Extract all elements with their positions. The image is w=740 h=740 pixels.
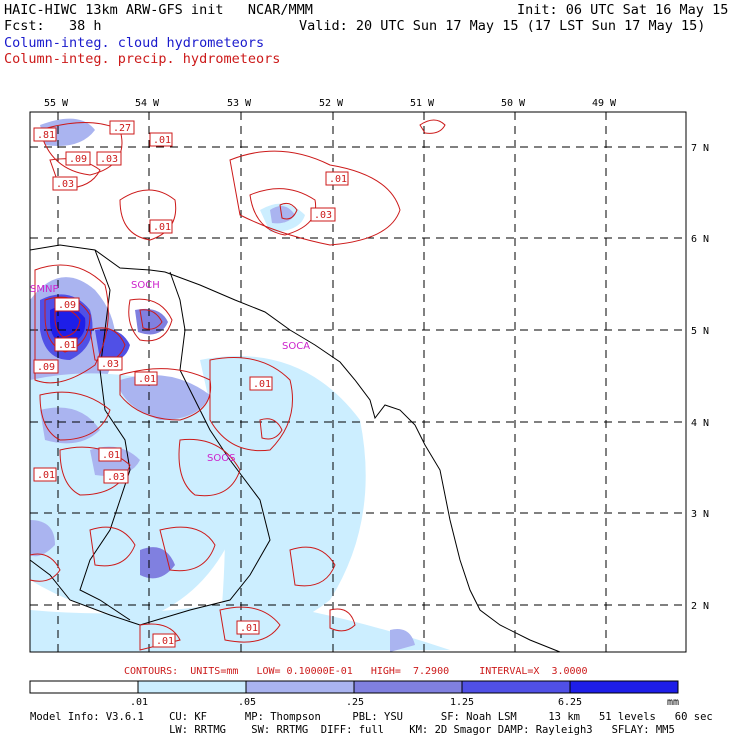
field-label-precip: Column-integ. precip. hydrometeors [4, 51, 281, 67]
svg-text:1.25: 1.25 [450, 697, 474, 708]
svg-text:6 N: 6 N [691, 234, 709, 245]
svg-text:.01: .01 [240, 623, 258, 634]
svg-text:.09: .09 [37, 362, 55, 373]
svg-text:.03: .03 [100, 154, 118, 165]
contour-label: .01 [33, 467, 57, 482]
station-label: SOCA [282, 341, 310, 352]
lat-labels: 7 N 6 N 5 N 4 N 3 N 2 N [691, 143, 709, 612]
contour-labels: .81 .27 .01 .09 .03 .03 .01 .01 .03 .09 … [33, 120, 349, 648]
station-labels: SMNP SOCH SOCA SOOS [30, 280, 310, 464]
contour-info: CONTOURS: UNITS=mm LOW= 0.10000E-01 HIGH… [124, 666, 588, 677]
svg-text:.01: .01 [153, 135, 171, 146]
svg-text:.01: .01 [138, 374, 156, 385]
svg-text:.09: .09 [58, 300, 76, 311]
contour-label: .01 [152, 633, 176, 648]
model-info-line2: LW: RRTMG SW: RRTMG DIFF: full KM: 2D Sm… [30, 724, 675, 736]
station-label: SOCH [131, 280, 160, 291]
map-frame [29, 111, 687, 653]
header-title: HAIC-HIWC 13km ARW-GFS init NCAR/MMM [4, 2, 313, 18]
svg-text:.03: .03 [314, 210, 332, 221]
svg-text:.01: .01 [253, 379, 271, 390]
svg-text:.01: .01 [153, 222, 171, 233]
contour-label: .01 [149, 219, 173, 234]
station-label: SOOS [207, 453, 235, 464]
svg-text:.03: .03 [101, 359, 119, 370]
svg-text:.81: .81 [37, 130, 55, 141]
contour-label: .03 [97, 356, 123, 371]
contour-label: .09 [65, 151, 91, 166]
contour-label: .01 [325, 171, 349, 186]
svg-text:50 W: 50 W [501, 98, 526, 109]
svg-text:.01: .01 [130, 697, 148, 708]
svg-text:mm: mm [667, 697, 679, 708]
svg-text:.03: .03 [107, 472, 125, 483]
svg-text:53 W: 53 W [227, 98, 252, 109]
lon-labels: 55 W 54 W 53 W 52 W 51 W 50 W 49 W [44, 98, 617, 109]
contour-label: .03 [103, 469, 129, 484]
svg-text:.05: .05 [238, 697, 256, 708]
coastline [29, 244, 561, 653]
svg-text:2 N: 2 N [691, 601, 709, 612]
contour-label: .01 [98, 447, 122, 462]
contour-label: .09 [33, 359, 59, 374]
contour-label: .03 [96, 151, 122, 166]
svg-text:5 N: 5 N [691, 326, 709, 337]
svg-text:54 W: 54 W [135, 98, 160, 109]
contour-label: .03 [310, 207, 336, 222]
contour-label: .01 [134, 371, 158, 386]
contour-label: .01 [149, 132, 173, 147]
cloud-shading [30, 118, 450, 652]
contour-label: .01 [54, 337, 78, 352]
field-label-cloud: Column-integ. cloud hydrometeors [4, 35, 265, 51]
svg-text:7 N: 7 N [691, 143, 709, 154]
contour-label: .09 [54, 297, 80, 312]
header-valid: Valid: 20 UTC Sun 17 May 15 (17 LST Sun … [299, 18, 706, 34]
svg-text:.27: .27 [113, 123, 131, 134]
svg-text:6.25: 6.25 [558, 697, 582, 708]
svg-text:49 W: 49 W [592, 98, 617, 109]
colorbar-labels: .01 .05 .25 1.25 6.25 mm [130, 697, 679, 708]
svg-text:.01: .01 [58, 340, 76, 351]
svg-text:55 W: 55 W [44, 98, 69, 109]
svg-text:.01: .01 [37, 470, 55, 481]
model-info-line1: Model Info: V3.6.1 CU: KF MP: Thompson P… [30, 711, 713, 723]
svg-text:.09: .09 [69, 154, 87, 165]
svg-text:.01: .01 [329, 174, 347, 185]
contour-label: .01 [249, 376, 273, 391]
svg-text:.03: .03 [56, 179, 74, 190]
station-label: SMNP [30, 284, 59, 295]
svg-text:.25: .25 [346, 697, 364, 708]
svg-text:4 N: 4 N [691, 418, 709, 429]
svg-text:3 N: 3 N [691, 509, 709, 520]
header-init: Init: 06 UTC Sat 16 May 15 [517, 2, 729, 18]
svg-text:51 W: 51 W [410, 98, 435, 109]
contour-label: .81 [33, 127, 57, 142]
svg-text:.01: .01 [102, 450, 120, 461]
contour-label: .03 [52, 176, 78, 191]
header-forecast: Fcst: 38 h [4, 18, 102, 34]
contour-label: .27 [109, 120, 135, 135]
svg-text:52 W: 52 W [319, 98, 344, 109]
colorbar [29, 680, 679, 694]
contour-label: .01 [236, 620, 260, 635]
svg-text:.01: .01 [156, 636, 174, 647]
